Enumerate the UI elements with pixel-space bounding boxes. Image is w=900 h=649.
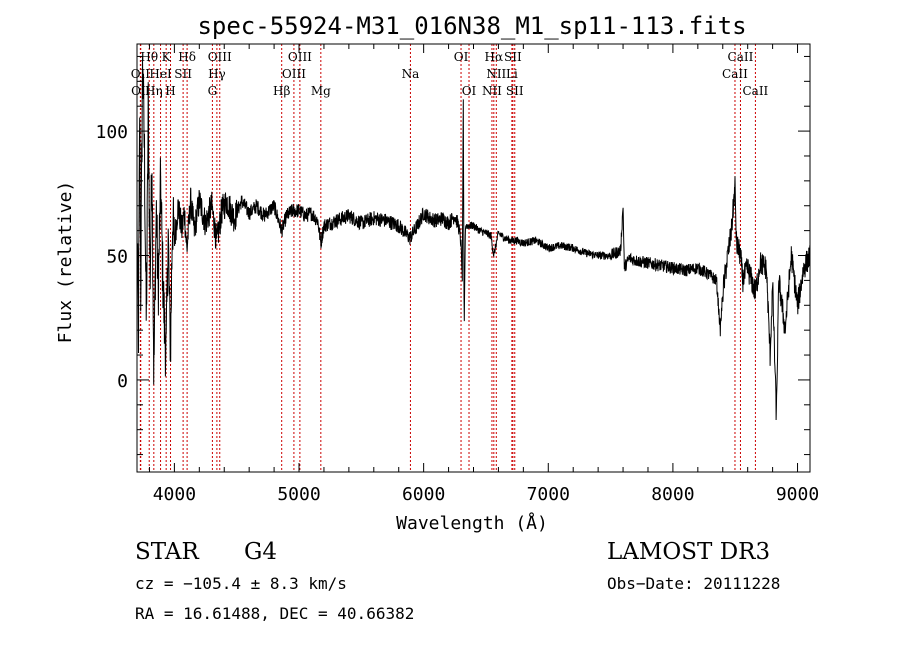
x-tick-label: 6000 — [402, 484, 445, 505]
line-label: Hθ — [140, 50, 158, 64]
line-label: CaII — [722, 67, 748, 81]
subclass-label: G4 — [244, 539, 278, 565]
line-label: Hγ — [208, 67, 226, 81]
line-label: SII — [504, 50, 522, 64]
line-label: Mg — [311, 84, 331, 98]
x-tick-label: 9000 — [776, 484, 819, 505]
x-tick-label: 5000 — [277, 484, 320, 505]
line-label: OIII — [288, 50, 312, 64]
coordinates-value: RA = 16.61488, DEC = 40.66382 — [135, 604, 415, 623]
obs-date-value: Obs−Date: 20111228 — [607, 574, 781, 593]
redshift-value: cz = −105.4 ± 8.3 km/s — [135, 574, 347, 593]
chart-title: spec-55924-M31_016N38_M1_sp11-113.fits — [197, 12, 746, 40]
line-label: HeI — [149, 67, 172, 81]
line-label: K — [162, 50, 172, 64]
axis-ticks: 4000 5000 6000 7000 8000 9000 0 50 100 — [95, 44, 819, 505]
y-tick-label: 100 — [95, 122, 128, 143]
line-label: OI — [462, 84, 477, 98]
y-axis-label: Flux (relative) — [55, 181, 76, 344]
line-label: Hδ — [178, 50, 196, 64]
line-label: CaII — [742, 84, 768, 98]
line-label: OI — [454, 50, 469, 64]
x-tick-label: 8000 — [651, 484, 694, 505]
spectrum-line — [136, 56, 811, 421]
x-axis-label: Wavelength (Å) — [396, 512, 548, 534]
line-label: Hβ — [273, 84, 290, 98]
line-label: OII — [131, 67, 151, 81]
x-tick-label: 7000 — [527, 484, 570, 505]
line-label: H — [165, 84, 175, 98]
x-tick-label: 4000 — [153, 484, 196, 505]
line-label: Li — [506, 67, 518, 81]
line-label: Hη — [145, 84, 163, 98]
line-label: G — [208, 84, 218, 98]
y-tick-label: 50 — [106, 247, 128, 268]
line-label: Na — [402, 67, 420, 81]
line-label: Hα — [485, 50, 504, 64]
y-tick-label: 0 — [117, 371, 128, 392]
line-label: NII — [482, 84, 502, 98]
line-label: OII — [131, 84, 151, 98]
plot-frame — [136, 43, 811, 473]
emission-line-markers — [139, 44, 756, 472]
line-label: CaII — [728, 50, 754, 64]
line-label: OIII — [282, 67, 306, 81]
line-label: SII — [506, 84, 524, 98]
survey-label: LAMOST DR3 — [607, 539, 771, 565]
line-label: SII — [174, 67, 192, 81]
line-label: NII — [486, 67, 506, 81]
line-label: OIII — [208, 50, 232, 64]
class-label: STAR — [135, 539, 199, 565]
